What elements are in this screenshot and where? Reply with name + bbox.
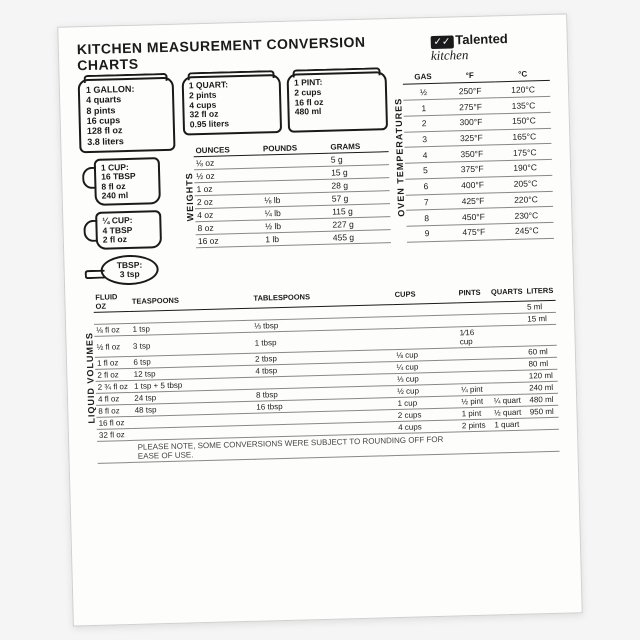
jar-gallon: 1 GALLON: 4 quarts 8 pints 16 cups 128 f… — [78, 77, 176, 154]
jar-quart: 1 QUART: 2 pints 4 cups 32 fl oz 0.95 li… — [182, 74, 283, 135]
top-right-row: 1 QUART: 2 pints 4 cups 32 fl oz 0.95 li… — [182, 67, 554, 248]
left-column: 1 GALLON: 4 quarts 8 pints 16 cups 128 f… — [78, 77, 179, 287]
tbsp-spoon: TBSP: 3 tsp — [100, 255, 159, 287]
cup-quarter: ¼ CUP: 4 TBSP 2 fl oz — [95, 211, 162, 251]
conversion-chart-card: KITCHEN MEASUREMENT CONVERSION CHARTS ✓✓… — [57, 13, 583, 626]
weights-block: WEIGHTS OUNCES POUNDS GRAMS ⅛ oz5 g½ oz1… — [183, 140, 390, 248]
liquid-table: FLUID OZ TEASPOONS TABLESPOONS CUPS PINT… — [93, 280, 559, 464]
table-row: 9475°F245°C — [406, 222, 554, 242]
brand-logo: ✓✓Talented kitchen — [430, 30, 549, 64]
jars-row: 1 QUART: 2 pints 4 cups 32 fl oz 0.95 li… — [182, 71, 388, 141]
cup-full: 1 CUP: 16 TBSP 8 fl oz 240 ml — [94, 157, 161, 206]
jars-and-weights: 1 QUART: 2 pints 4 cups 32 fl oz 0.95 li… — [182, 71, 391, 248]
right-stack: 1 QUART: 2 pints 4 cups 32 fl oz 0.95 li… — [182, 67, 555, 284]
top-grid: 1 GALLON: 4 quarts 8 pints 16 cups 128 f… — [78, 67, 555, 287]
weights-table: OUNCES POUNDS GRAMS ⅛ oz5 g½ oz15 g1 oz2… — [193, 140, 390, 248]
jar-pint: 1 PINT: 2 cups 16 fl oz 480 ml — [287, 71, 388, 132]
temp-table: GAS °F °C ½250°F120°C1275°F135°C2300°F15… — [402, 67, 554, 243]
header-row: KITCHEN MEASUREMENT CONVERSION CHARTS ✓✓… — [77, 29, 550, 73]
temp-block: OVEN TEMPERATURES GAS °F °C ½250°F120°C1… — [392, 67, 554, 243]
liquid-section: LIQUID VOLUMES FLUID OZ TEASPOONS TABLES… — [83, 280, 559, 464]
